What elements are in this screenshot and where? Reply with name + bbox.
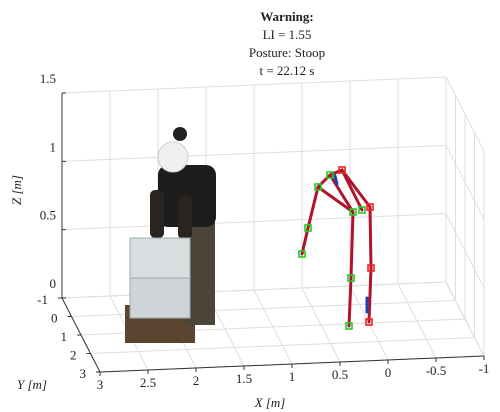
joint — [304, 224, 312, 232]
y-axis-label: Y [m] — [17, 377, 47, 392]
grid-line — [61, 144, 447, 162]
joint — [358, 206, 366, 214]
y-tick-label: 0 — [51, 310, 58, 325]
face-blur — [157, 141, 189, 173]
y-tick-label: 1 — [61, 329, 68, 344]
grid-line — [61, 213, 447, 231]
title-line: Posture: Stoop — [249, 45, 325, 60]
joint — [338, 166, 346, 174]
joint — [314, 183, 322, 191]
leg — [340, 168, 373, 324]
x-axis — [99, 355, 485, 373]
x-tick-label: 2 — [193, 373, 200, 388]
skeleton — [300, 168, 373, 328]
x-tick-label: 0 — [385, 365, 392, 380]
joint — [349, 208, 357, 216]
z-axis-label: Z [m] — [9, 175, 24, 205]
grid-line — [61, 281, 447, 299]
x-axis-label: X [m] — [254, 395, 286, 410]
joint — [365, 318, 373, 326]
grid-line — [445, 145, 485, 220]
y-tick-label: 3 — [80, 366, 87, 381]
joint — [326, 171, 334, 179]
grid-line — [445, 76, 485, 152]
crate — [129, 237, 191, 279]
x-tick-label: -0.5 — [426, 363, 447, 378]
title-line: Warning: — [260, 9, 313, 24]
y-tick-label: -1 — [37, 292, 48, 307]
x-tick-label: 1.5 — [236, 371, 252, 386]
title-line: LI = 1.55 — [263, 27, 312, 42]
grid-line — [445, 281, 485, 357]
y-axis — [61, 297, 101, 373]
trunk — [316, 185, 355, 214]
joints — [298, 166, 375, 330]
joint — [367, 264, 375, 272]
joint — [366, 203, 374, 211]
x-tick-label: 3 — [97, 377, 104, 392]
crate — [129, 277, 191, 319]
hair — [173, 127, 187, 141]
joint-axis — [333, 174, 339, 186]
joint — [345, 322, 353, 330]
z-tick-label: 0.5 — [40, 208, 56, 223]
leg — [328, 173, 355, 328]
grid-line — [61, 76, 447, 94]
y-tick-label: 2 — [70, 347, 77, 362]
title-line: t = 22.12 s — [259, 63, 314, 78]
z-tick-label: 0 — [50, 276, 57, 291]
grid-line — [90, 337, 475, 354]
x-tick-label: 0.5 — [332, 367, 348, 382]
x-tick-label: -1 — [479, 361, 490, 376]
arm — [150, 190, 164, 238]
joint — [298, 250, 306, 258]
joint — [347, 274, 355, 282]
arm — [178, 195, 192, 239]
z-tick-label: 1 — [50, 139, 57, 154]
person-photo — [125, 127, 216, 343]
x-tick-label: 2.5 — [140, 375, 156, 390]
x-tick-label: 1 — [289, 369, 296, 384]
grid-line — [445, 213, 485, 288]
z-tick-label: 1.5 — [40, 71, 56, 86]
